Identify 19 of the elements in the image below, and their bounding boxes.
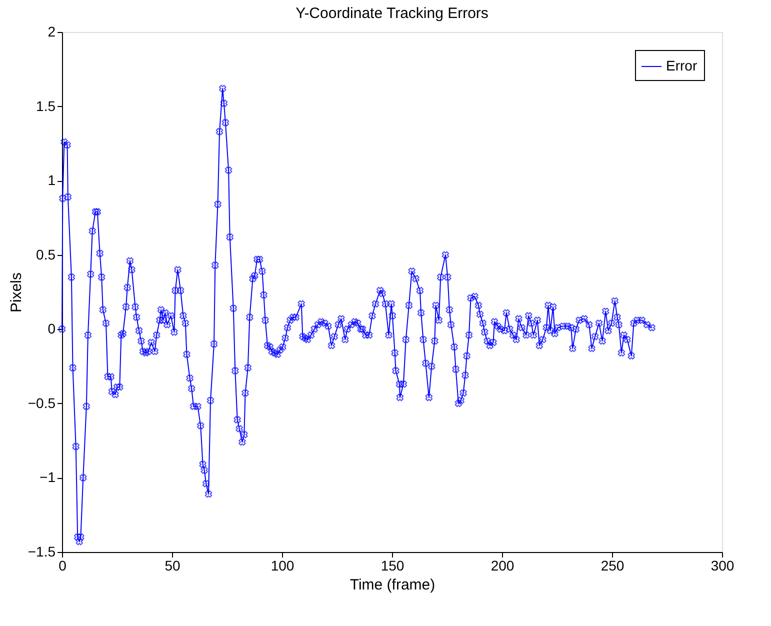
chart-title: Y-Coordinate Tracking Errors xyxy=(296,5,488,22)
x-tick-label: 200 xyxy=(490,558,514,574)
y-tick-label: 2 xyxy=(48,24,56,40)
y-tick-label: −1.5 xyxy=(28,544,56,560)
x-tick-label: 150 xyxy=(380,558,404,574)
x-tick-label: 0 xyxy=(58,558,67,574)
x-axis-title: Time (frame) xyxy=(350,576,436,594)
y-tick-label: 1 xyxy=(48,172,56,188)
x-tick-label: 100 xyxy=(270,558,294,574)
x-tick-label: 50 xyxy=(164,558,180,574)
y-tick-label: −1 xyxy=(40,469,56,486)
y-tick-label: −0.5 xyxy=(28,394,56,411)
y-tick-label: 0 xyxy=(48,320,56,337)
x-tick-label: 300 xyxy=(710,558,734,574)
legend-label: Error xyxy=(666,58,698,74)
y-tick-label: 0.5 xyxy=(36,246,56,262)
y-tick-label: 1.5 xyxy=(36,98,56,114)
x-tick-label: 250 xyxy=(600,558,624,574)
y-axis-title: Pixels xyxy=(8,272,25,313)
